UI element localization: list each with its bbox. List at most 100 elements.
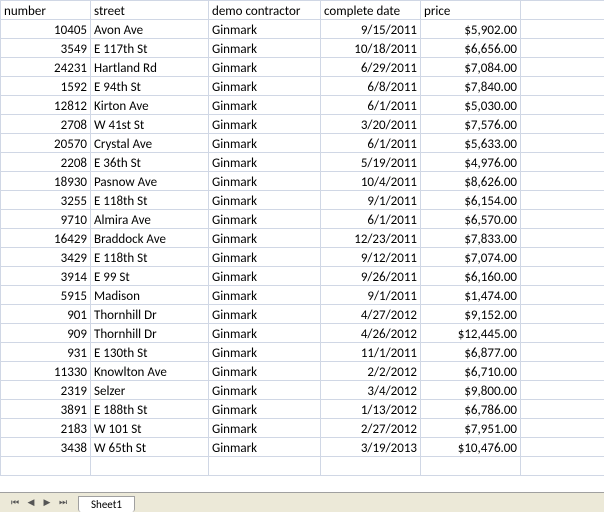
cell-street[interactable]: E 118th St: [91, 191, 209, 210]
cell-street[interactable]: E 99 St: [91, 267, 209, 286]
cell-street[interactable]: W 65th St: [91, 438, 209, 457]
cell-empty[interactable]: [521, 267, 604, 286]
cell-price[interactable]: $6,786.00: [421, 400, 521, 419]
cell-complete_date[interactable]: 10/4/2011: [321, 172, 421, 191]
cell-price[interactable]: $7,576.00: [421, 115, 521, 134]
cell-complete_date[interactable]: 9/12/2011: [321, 248, 421, 267]
cell-price[interactable]: $6,154.00: [421, 191, 521, 210]
cell-demo_contractor[interactable]: Ginmark: [209, 77, 321, 96]
cell-street[interactable]: Braddock Ave: [91, 229, 209, 248]
cell-price[interactable]: $6,656.00: [421, 39, 521, 58]
cell-street[interactable]: Pasnow Ave: [91, 172, 209, 191]
cell-demo_contractor[interactable]: Ginmark: [209, 400, 321, 419]
cell-empty[interactable]: [521, 191, 604, 210]
column-header-demo_contractor[interactable]: demo contractor: [209, 1, 321, 20]
cell-empty[interactable]: [521, 1, 604, 20]
cell-street[interactable]: E 94th St: [91, 77, 209, 96]
cell-complete_date[interactable]: 6/1/2011: [321, 96, 421, 115]
column-header-number[interactable]: number: [1, 1, 91, 20]
cell-complete_date[interactable]: 9/26/2011: [321, 267, 421, 286]
cell-number[interactable]: 3438: [1, 438, 91, 457]
cell-empty[interactable]: [521, 153, 604, 172]
tab-nav-first-icon[interactable]: ⏮: [8, 496, 22, 510]
cell-demo_contractor[interactable]: Ginmark: [209, 343, 321, 362]
cell-complete_date[interactable]: 5/19/2011: [321, 153, 421, 172]
cell-complete_date[interactable]: 4/27/2012: [321, 305, 421, 324]
cell-empty[interactable]: [521, 343, 604, 362]
cell-demo_contractor[interactable]: Ginmark: [209, 172, 321, 191]
cell-street[interactable]: E 130th St: [91, 343, 209, 362]
cell-street[interactable]: E 117th St: [91, 39, 209, 58]
cell-complete_date[interactable]: 9/1/2011: [321, 191, 421, 210]
column-header-price[interactable]: price: [421, 1, 521, 20]
cell-complete_date[interactable]: 2/2/2012: [321, 362, 421, 381]
cell-demo_contractor[interactable]: Ginmark: [209, 362, 321, 381]
cell-number[interactable]: 11330: [1, 362, 91, 381]
cell-street[interactable]: Kirton Ave: [91, 96, 209, 115]
cell-number[interactable]: 2708: [1, 115, 91, 134]
cell-empty[interactable]: [521, 20, 604, 39]
cell-complete_date[interactable]: 2/27/2012: [321, 419, 421, 438]
cell-number[interactable]: 901: [1, 305, 91, 324]
cell-complete_date[interactable]: 6/1/2011: [321, 210, 421, 229]
cell-price[interactable]: $5,633.00: [421, 134, 521, 153]
cell-complete_date[interactable]: 6/1/2011: [321, 134, 421, 153]
cell-empty[interactable]: [521, 362, 604, 381]
cell-number[interactable]: 3914: [1, 267, 91, 286]
cell-number[interactable]: 2319: [1, 381, 91, 400]
cell-price[interactable]: $1,474.00: [421, 286, 521, 305]
cell-number[interactable]: 3429: [1, 248, 91, 267]
cell-street[interactable]: Thornhill Dr: [91, 324, 209, 343]
cell-price[interactable]: $4,976.00: [421, 153, 521, 172]
cell-price[interactable]: $10,476.00: [421, 438, 521, 457]
cell-street[interactable]: W 41st St: [91, 115, 209, 134]
cell-demo_contractor[interactable]: Ginmark: [209, 58, 321, 77]
sheet-tab[interactable]: Sheet1: [78, 496, 135, 512]
cell-empty[interactable]: [521, 305, 604, 324]
cell-empty[interactable]: [521, 210, 604, 229]
cell-demo_contractor[interactable]: Ginmark: [209, 305, 321, 324]
tab-nav-prev-icon[interactable]: ◀: [24, 496, 38, 510]
cell-complete_date[interactable]: 1/13/2012: [321, 400, 421, 419]
cell-street[interactable]: Thornhill Dr: [91, 305, 209, 324]
cell-complete_date[interactable]: 3/20/2011: [321, 115, 421, 134]
cell-number[interactable]: 12812: [1, 96, 91, 115]
cell-street[interactable]: Hartland Rd: [91, 58, 209, 77]
cell-complete_date[interactable]: 6/8/2011: [321, 77, 421, 96]
cell-street[interactable]: W 101 St: [91, 419, 209, 438]
cell-demo_contractor[interactable]: Ginmark: [209, 267, 321, 286]
cell-empty[interactable]: [521, 229, 604, 248]
cell-number[interactable]: 20570: [1, 134, 91, 153]
cell-demo_contractor[interactable]: Ginmark: [209, 191, 321, 210]
cell-empty[interactable]: [521, 438, 604, 457]
cell-number[interactable]: 2183: [1, 419, 91, 438]
cell-street[interactable]: Almira Ave: [91, 210, 209, 229]
column-header-complete_date[interactable]: complete date: [321, 1, 421, 20]
cell-price[interactable]: $5,902.00: [421, 20, 521, 39]
cell-complete_date[interactable]: 10/18/2011: [321, 39, 421, 58]
cell-empty[interactable]: [321, 457, 421, 476]
cell-demo_contractor[interactable]: Ginmark: [209, 324, 321, 343]
cell-empty[interactable]: [91, 457, 209, 476]
cell-street[interactable]: Madison: [91, 286, 209, 305]
cell-empty[interactable]: [521, 381, 604, 400]
cell-empty[interactable]: [521, 248, 604, 267]
cell-price[interactable]: $5,030.00: [421, 96, 521, 115]
cell-demo_contractor[interactable]: Ginmark: [209, 419, 321, 438]
cell-empty[interactable]: [521, 324, 604, 343]
cell-price[interactable]: $6,160.00: [421, 267, 521, 286]
cell-demo_contractor[interactable]: Ginmark: [209, 438, 321, 457]
cell-number[interactable]: 5915: [1, 286, 91, 305]
cell-empty[interactable]: [421, 457, 521, 476]
cell-complete_date[interactable]: 6/29/2011: [321, 58, 421, 77]
cell-number[interactable]: 10405: [1, 20, 91, 39]
cell-empty[interactable]: [521, 77, 604, 96]
cell-price[interactable]: $9,800.00: [421, 381, 521, 400]
cell-price[interactable]: $12,445.00: [421, 324, 521, 343]
cell-demo_contractor[interactable]: Ginmark: [209, 39, 321, 58]
cell-number[interactable]: 931: [1, 343, 91, 362]
cell-empty[interactable]: [521, 172, 604, 191]
cell-empty[interactable]: [521, 134, 604, 153]
cell-price[interactable]: $7,840.00: [421, 77, 521, 96]
cell-price[interactable]: $7,833.00: [421, 229, 521, 248]
